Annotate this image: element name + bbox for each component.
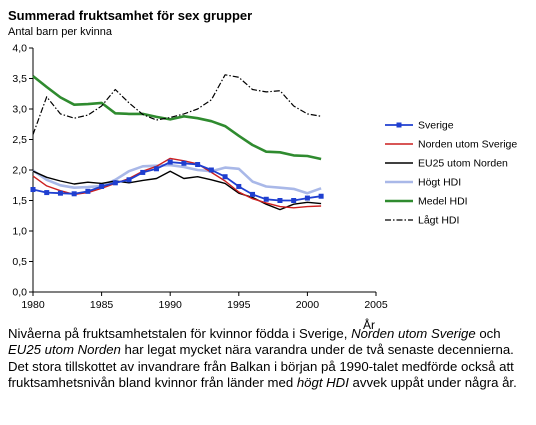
series-point	[30, 187, 36, 193]
x-axis-label: År	[363, 318, 375, 332]
series-point	[153, 166, 159, 172]
series-point	[318, 193, 324, 199]
fertility-chart: 0,0 0,5 1,0 1,5 2,0 2,5 3,0 3,5 4,0 1980 1985 1990 1…	[12, 43, 517, 312]
x-tick-label: 1990	[159, 299, 183, 311]
series-point	[277, 198, 283, 203]
chart-title: Summerad fruktsamhet för sex grupper	[8, 8, 253, 23]
chart-axes	[29, 47, 377, 296]
figure-caption: Nivåerna på fruktsamhetstalen för kvinno…	[8, 326, 517, 390]
y-tick-label: 3,0	[12, 104, 27, 116]
legend-marker	[396, 122, 402, 128]
legend-label: Norden utom Sverige	[418, 139, 517, 151]
series-point	[44, 190, 50, 196]
series-point	[291, 198, 297, 203]
series-point	[195, 162, 201, 168]
y-tick-label: 0,0	[12, 287, 27, 299]
y-tick-label: 0,5	[12, 256, 27, 268]
legend-label: Sverige	[418, 120, 454, 132]
x-tick-label: 2005	[364, 299, 388, 311]
series-point	[167, 159, 173, 165]
x-tick-label: 2000	[296, 299, 320, 311]
chart-legend: Sverige Norden utom Sverige EU25 utom Nord…	[385, 120, 517, 227]
series-point	[208, 167, 214, 173]
series-point	[140, 169, 146, 175]
legend-label: Medel HDI	[418, 196, 468, 208]
x-tick-label: 1995	[227, 299, 251, 311]
series-line	[32, 74, 322, 135]
chart-tick-labels: 0,0 0,5 1,0 1,5 2,0 2,5 3,0 3,5 4,0 1980 1985 1990 1…	[12, 43, 387, 312]
series-point	[71, 191, 77, 197]
series-point	[112, 180, 118, 186]
series-line	[32, 161, 322, 202]
series-point	[263, 196, 269, 202]
y-tick-label: 4,0	[12, 43, 27, 55]
y-tick-label: 2,0	[12, 165, 27, 177]
y-tick-label: 1,5	[12, 195, 27, 207]
series-point	[250, 191, 256, 197]
y-axis-label: Antal barn per kvinna	[8, 26, 112, 38]
series-point	[236, 183, 242, 189]
series-point	[181, 160, 187, 166]
legend-label: Högt HDI	[418, 177, 461, 189]
x-tick-label: 1985	[90, 299, 114, 311]
series-point	[85, 188, 91, 194]
series-line	[32, 170, 322, 211]
x-tick-label: 1980	[21, 299, 45, 311]
y-tick-label: 3,5	[12, 73, 27, 85]
series-line	[32, 163, 322, 195]
series-point	[99, 183, 105, 189]
series-point	[126, 177, 132, 183]
series-line	[32, 75, 322, 161]
series-point	[57, 190, 63, 196]
series-point	[304, 195, 310, 201]
chart-series	[30, 74, 324, 211]
y-tick-label: 1,0	[12, 226, 27, 238]
y-tick-label: 2,5	[12, 134, 27, 146]
series-point	[222, 174, 228, 180]
legend-label: EU25 utom Norden	[418, 158, 508, 170]
legend-label: Lågt HDI	[418, 215, 459, 227]
